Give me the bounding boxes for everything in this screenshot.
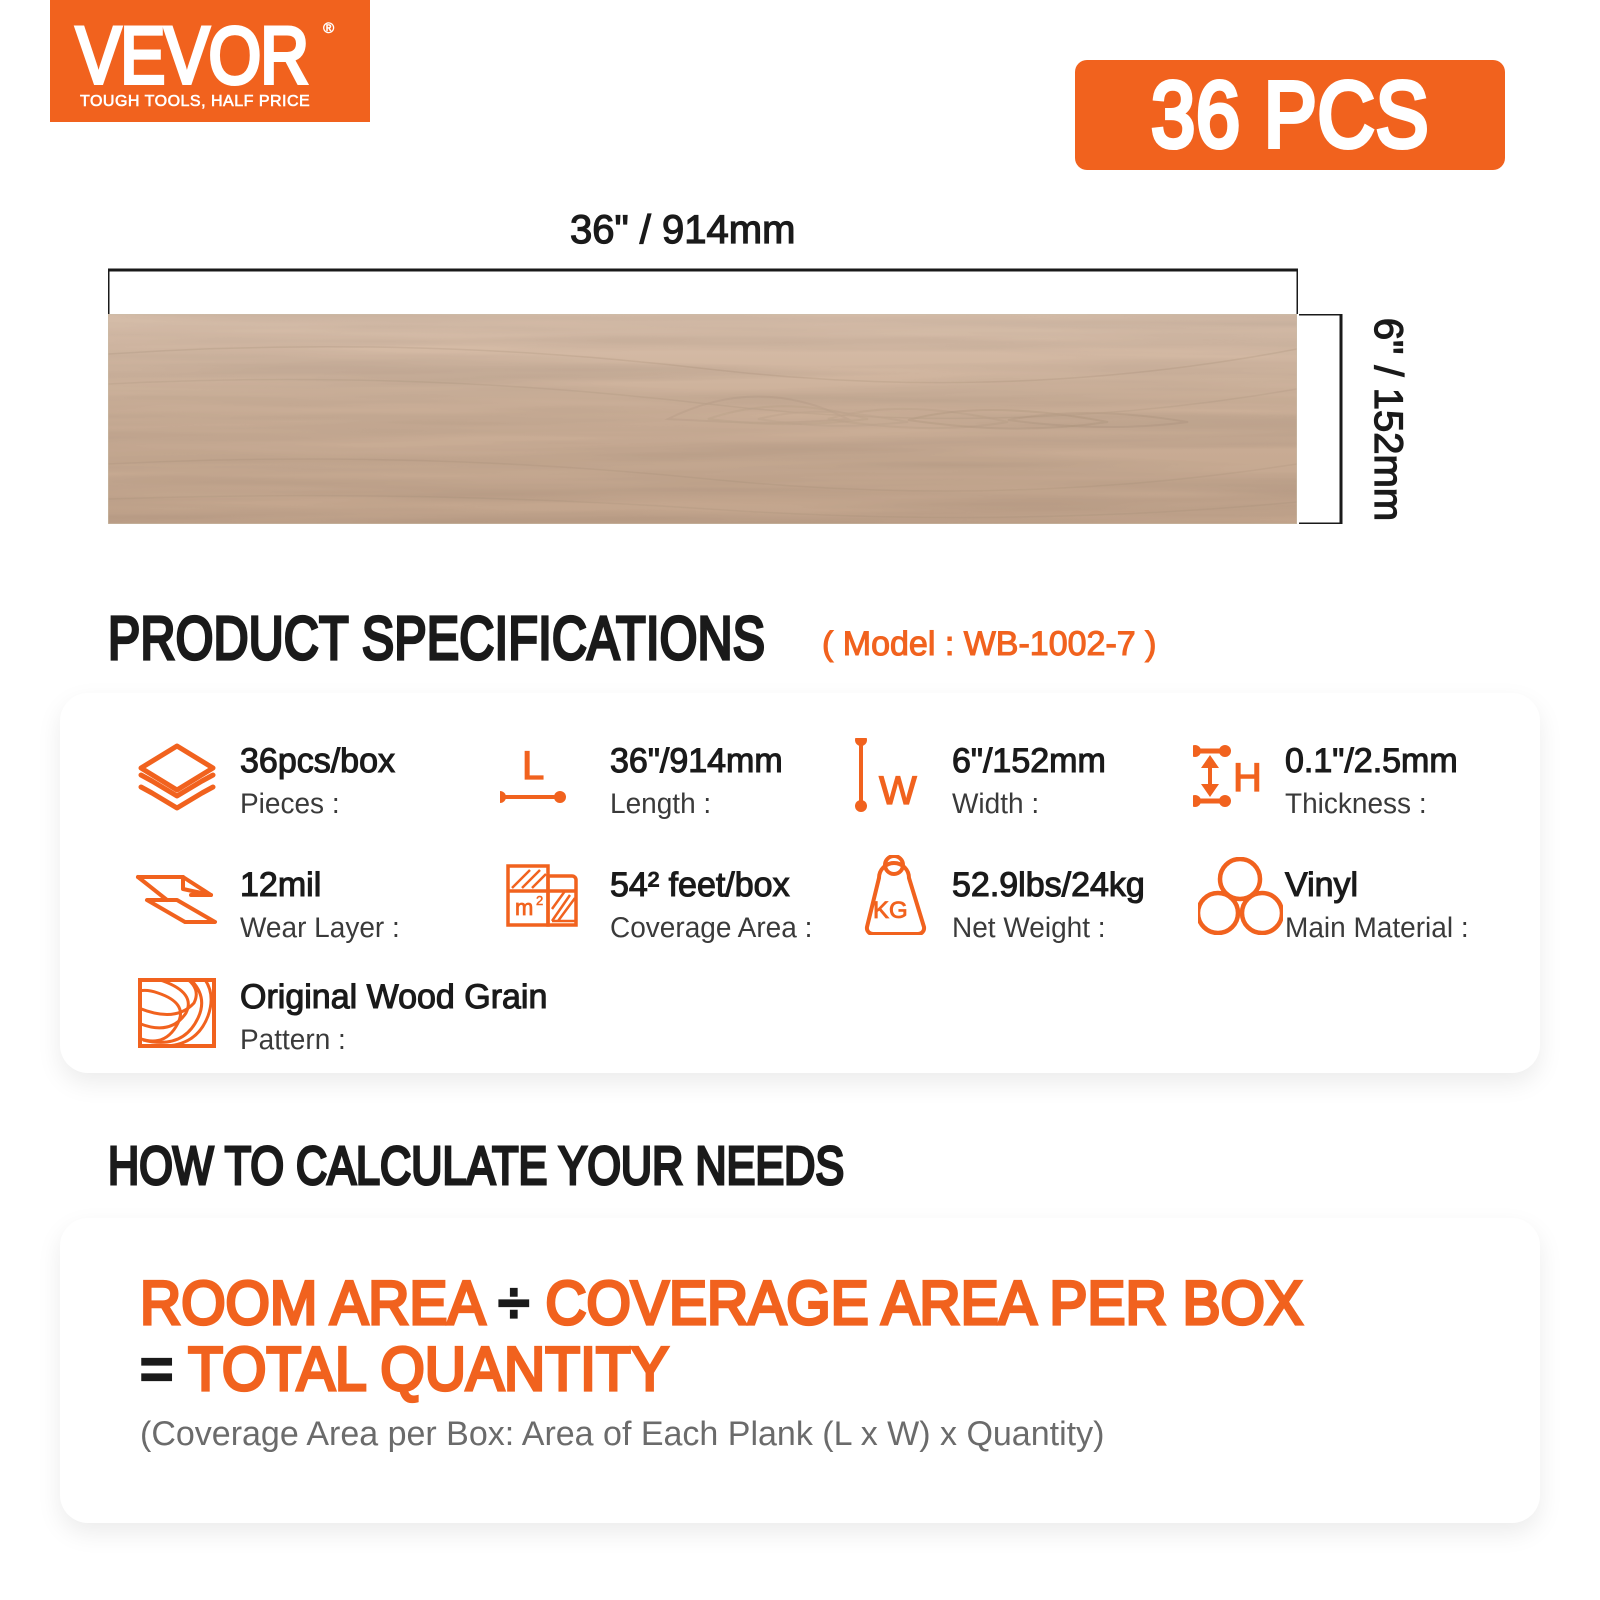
svg-text:L: L	[522, 745, 544, 788]
svg-text:W: W	[878, 769, 918, 813]
svg-text:2: 2	[536, 893, 543, 908]
svg-text:KG: KG	[873, 897, 908, 924]
svg-text:m: m	[515, 895, 533, 920]
svg-text:H: H	[1233, 756, 1262, 800]
